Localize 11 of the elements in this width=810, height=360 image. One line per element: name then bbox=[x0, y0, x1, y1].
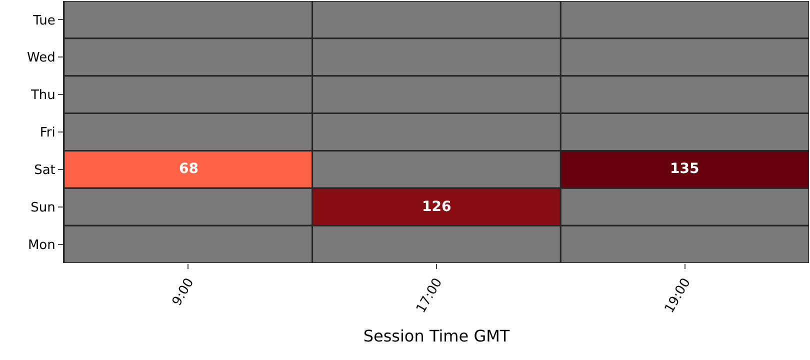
data-label: 126 bbox=[422, 199, 452, 215]
y-tick-label: Fri bbox=[40, 126, 56, 141]
x-axis-title: Session Time GMT bbox=[363, 326, 510, 346]
y-tick-label: Thu bbox=[30, 88, 56, 104]
y-tick-label: Wed bbox=[27, 50, 56, 66]
y-tick-label: Mon bbox=[28, 238, 56, 253]
data-label: 135 bbox=[670, 161, 700, 177]
y-tick-label: Tue bbox=[32, 13, 56, 28]
y-tick-label: Sat bbox=[34, 162, 56, 178]
data-label: 68 bbox=[179, 161, 198, 177]
y-tick-label: Sun bbox=[30, 200, 56, 216]
